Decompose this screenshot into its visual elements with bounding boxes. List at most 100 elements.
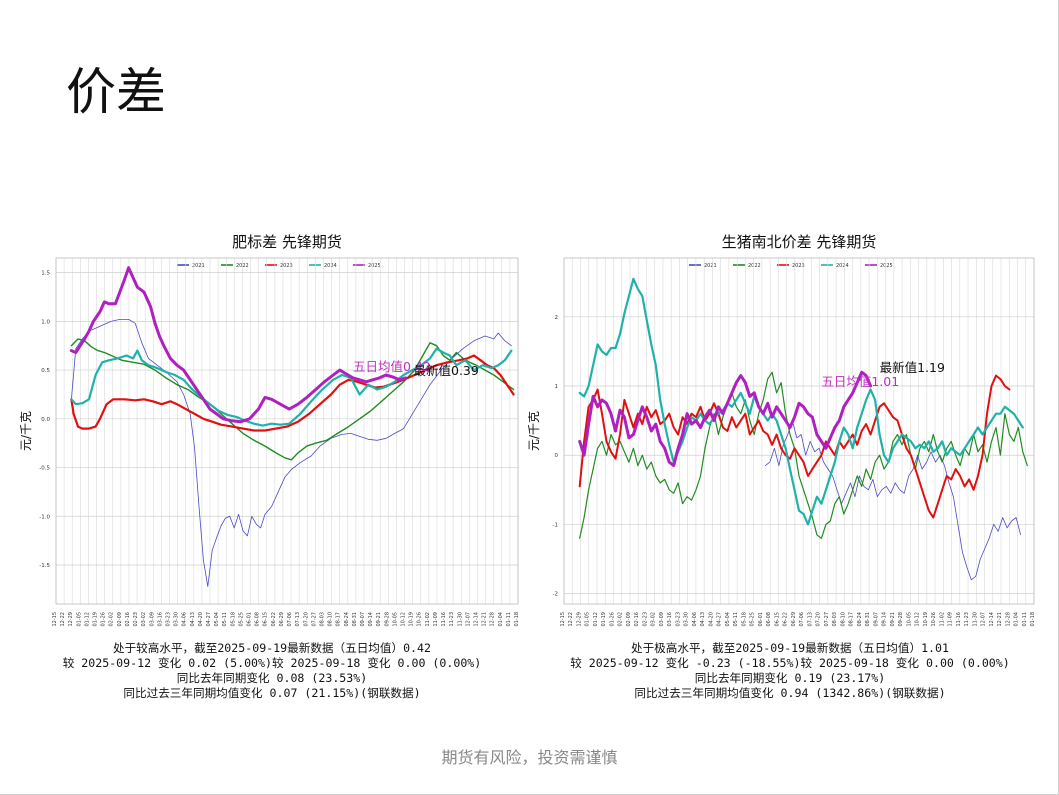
x-tick-label: 09-21 xyxy=(376,612,382,627)
y-tick-label: 2 xyxy=(555,315,559,321)
plot-frame xyxy=(55,257,519,605)
x-tick-label: 10-26 xyxy=(931,612,937,627)
stats-line: 处于较高水平，截至2025-09-19最新数据（五日均值）0.42 xyxy=(112,641,431,655)
x-tick-label: 07-20 xyxy=(816,612,822,627)
legend-label: 2021 xyxy=(704,263,717,269)
chart-title: 肥标差 先锋期货 xyxy=(232,233,342,251)
y-tick-label: 1 xyxy=(555,384,559,390)
x-tick-label: 01-18 xyxy=(514,612,520,627)
x-tick-label: 06-08 xyxy=(766,612,772,627)
x-tick-label: 01-26 xyxy=(609,612,615,627)
y-tick-label: -0.5 xyxy=(39,466,50,472)
x-tick-label: 12-15 xyxy=(52,612,58,627)
stats-line: 同比过去三年同期均值变化 0.94 (1342.86%)(钢联数据) xyxy=(634,686,946,700)
x-tick-label: 06-15 xyxy=(774,612,780,627)
x-tick-label: 11-16 xyxy=(441,612,447,627)
x-tick-label: 04-20 xyxy=(708,612,714,627)
x-tick-label: 06-22 xyxy=(271,612,277,627)
x-tick-label: 07-27 xyxy=(824,612,830,627)
x-tick-label: 12-29 xyxy=(68,612,74,627)
y-axis-label: 元/千克 xyxy=(19,411,33,451)
x-tick-label: 12-07 xyxy=(465,612,471,627)
annotation-label: 最新值1.19 xyxy=(880,360,945,375)
x-tick-label: 12-14 xyxy=(989,612,995,627)
x-tick-label: 03-30 xyxy=(684,612,690,627)
x-tick-label: 08-31 xyxy=(865,612,871,627)
x-tick-label: 11-23 xyxy=(964,612,970,627)
x-tick-label: 04-27 xyxy=(206,612,212,627)
x-tick-label: 01-11 xyxy=(1022,612,1028,627)
x-tick-label: 05-18 xyxy=(230,612,236,627)
x-tick-label: 12-28 xyxy=(490,612,496,627)
x-tick-label: 12-21 xyxy=(482,612,488,627)
legend-label: 2025 xyxy=(368,263,381,269)
x-tick-label: 09-21 xyxy=(890,612,896,627)
x-tick-label: 05-11 xyxy=(733,612,739,627)
x-tick-label: 11-23 xyxy=(449,612,455,627)
x-tick-label: 06-29 xyxy=(279,612,285,627)
x-tick-label: 01-19 xyxy=(601,612,607,627)
x-tick-label: 03-02 xyxy=(141,612,147,627)
x-tick-label: 07-20 xyxy=(303,612,309,627)
series-line-2021 xyxy=(71,319,512,587)
x-tick-label: 06-15 xyxy=(263,612,269,627)
legend-label: 2021 xyxy=(192,263,205,269)
x-tick-label: 09-28 xyxy=(384,612,390,627)
x-tick-label: 02-23 xyxy=(642,612,648,627)
x-tick-label: 06-08 xyxy=(255,612,261,627)
stats-line: 较 2025-09-12 变化 -0.23 (-18.55%)较 2025-09… xyxy=(570,656,1010,670)
x-tick-label: 03-23 xyxy=(165,612,171,627)
x-tick-label: 01-04 xyxy=(1014,612,1020,627)
x-tick-label: 09-14 xyxy=(368,612,374,627)
x-tick-label: 08-24 xyxy=(344,612,350,627)
y-tick-label: -2 xyxy=(553,592,558,598)
x-tick-label: 12-22 xyxy=(568,612,574,627)
x-tick-label: 08-31 xyxy=(352,612,358,627)
annotation-label: 五日均值1.01 xyxy=(821,374,899,389)
x-tick-label: 07-13 xyxy=(807,612,813,627)
x-tick-label: 12-07 xyxy=(981,612,987,627)
legend-label: 2023 xyxy=(792,263,805,269)
series-line-2024 xyxy=(578,277,1024,526)
x-tick-label: 08-17 xyxy=(849,612,855,627)
series-line-2022 xyxy=(579,371,1028,539)
x-tick-label: 10-12 xyxy=(401,612,407,627)
y-tick-label: -1.5 xyxy=(39,563,50,569)
x-tick-label: 03-02 xyxy=(651,612,657,627)
x-tick-label: 04-06 xyxy=(692,612,698,627)
x-tick-label: 07-06 xyxy=(799,612,805,627)
x-tick-label: 05-11 xyxy=(222,612,228,627)
legend-label: 2023 xyxy=(280,263,293,269)
x-tick-label: 12-29 xyxy=(576,612,582,627)
x-tick-label: 02-09 xyxy=(626,612,632,627)
chart-title: 生猪南北价差 先锋期货 xyxy=(722,233,877,251)
x-tick-label: 01-26 xyxy=(101,612,107,627)
x-tick-label: 09-07 xyxy=(873,612,879,627)
y-tick-label: 0.0 xyxy=(41,417,50,423)
x-tick-label: 08-10 xyxy=(328,612,334,627)
x-tick-label: 06-29 xyxy=(791,612,797,627)
x-tick-label: 03-16 xyxy=(667,612,673,627)
x-tick-label: 11-02 xyxy=(939,612,945,627)
x-tick-label: 08-10 xyxy=(840,612,846,627)
x-tick-label: 05-04 xyxy=(214,612,220,627)
x-tick-label: 12-21 xyxy=(997,612,1003,627)
x-tick-label: 12-15 xyxy=(560,612,566,627)
series-line-2024 xyxy=(70,347,513,427)
x-tick-label: 01-05 xyxy=(76,612,82,627)
x-tick-label: 03-09 xyxy=(149,612,155,627)
x-tick-label: 01-19 xyxy=(93,612,99,627)
x-tick-label: 12-14 xyxy=(473,612,479,627)
x-tick-label: 04-06 xyxy=(182,612,188,627)
x-tick-label: 05-04 xyxy=(725,612,731,627)
x-tick-label: 03-09 xyxy=(659,612,665,627)
x-tick-label: 03-23 xyxy=(675,612,681,627)
x-tick-label: 06-01 xyxy=(758,612,764,627)
y-tick-label: -1.0 xyxy=(39,514,50,520)
y-tick-label: 0.5 xyxy=(41,368,50,374)
x-tick-label: 02-02 xyxy=(109,612,115,627)
x-tick-label: 09-28 xyxy=(898,612,904,627)
stats-text-left: 处于较高水平，截至2025-09-19最新数据（五日均值）0.42 较 2025… xyxy=(12,641,532,701)
x-tick-label: 09-07 xyxy=(360,612,366,627)
